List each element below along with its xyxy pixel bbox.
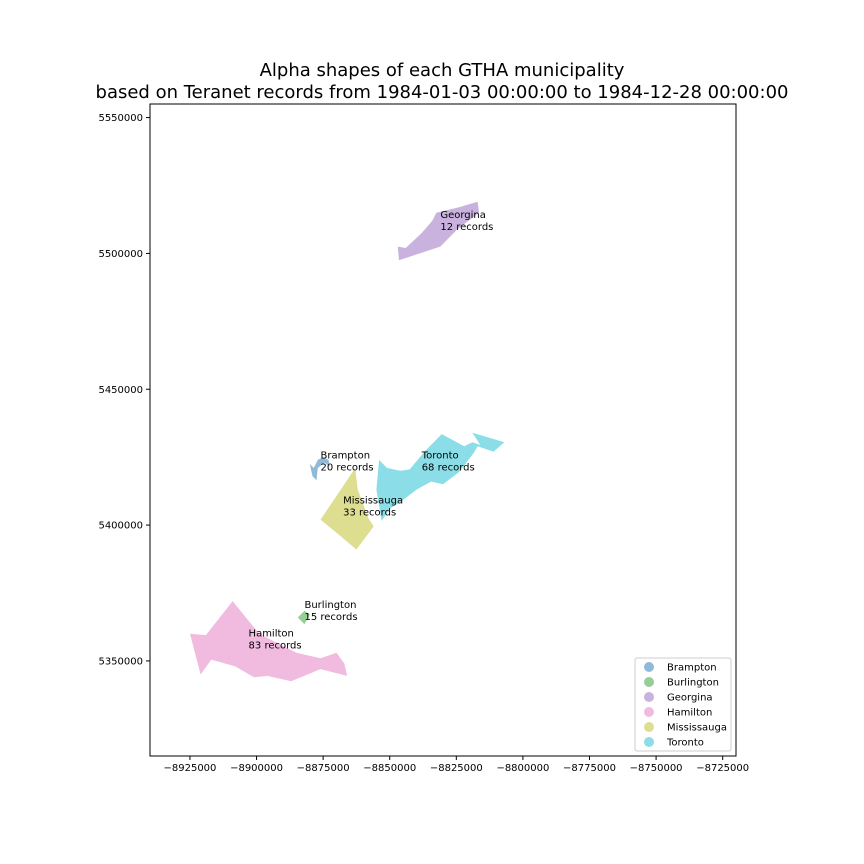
plot-frame [149,103,737,757]
region-label-brampton: Brampton 20 records [320,451,373,474]
region-label-mississauga: Mississauga 33 records [343,495,403,518]
chart-title-line1: Alpha shapes of each GTHA municipality [260,60,625,81]
x-tick-label: −8850000 [363,763,416,774]
legend: Brampton Burlington Georgina Hamilton Missis… [634,657,732,752]
x-tick-label: −8825000 [430,763,483,774]
legend-label-mississauga: Mississauga [667,723,727,734]
legend-label-toronto: Toronto [666,738,704,749]
region-hamilton [190,601,348,682]
region-mississauga [320,468,374,550]
legend-marker-toronto [644,737,654,747]
axes: −8925000 −8900000 −8875000 −8850000 −8825000… [98,113,749,774]
region-label-georgina: Georgina 12 records [440,210,493,233]
y-tick-label: 5550000 [98,113,143,124]
region-label-toronto: Toronto 68 records [421,451,475,474]
region-label-hamilton: Hamilton 83 records [249,628,302,651]
region-brampton [309,457,330,481]
x-tick-label: −8800000 [496,763,549,774]
legend-marker-hamilton [644,707,654,717]
region-label-burlington: Burlington 15 records [304,600,357,623]
region-toronto [376,432,505,521]
plot-area: Brampton 20 records Burlington 15 records Ge… [190,201,505,682]
legend-label-burlington: Burlington [667,678,719,689]
chart-title-line2: based on Teranet records from 1984-01-03… [96,82,789,103]
x-tick-label: −8725000 [696,763,749,774]
legend-marker-georgina [644,692,654,702]
x-tick-label: −8875000 [297,763,350,774]
legend-box [634,657,732,752]
region-burlington [297,610,310,625]
y-tick-label: 5500000 [98,249,143,260]
legend-label-georgina: Georgina [667,693,713,704]
legend-marker-burlington [644,677,654,687]
legend-marker-mississauga [644,722,654,732]
x-tick-label: −8925000 [163,763,216,774]
x-tick-label: −8900000 [230,763,283,774]
y-tick-label: 5450000 [98,385,143,396]
y-tick-label: 5350000 [98,656,143,667]
legend-label-hamilton: Hamilton [667,708,712,719]
x-tick-label: −8775000 [563,763,616,774]
legend-label-brampton: Brampton [667,663,717,674]
legend-marker-brampton [644,662,654,672]
y-tick-label: 5400000 [98,521,143,532]
region-georgina [397,201,479,261]
x-tick-label: −8750000 [630,763,683,774]
